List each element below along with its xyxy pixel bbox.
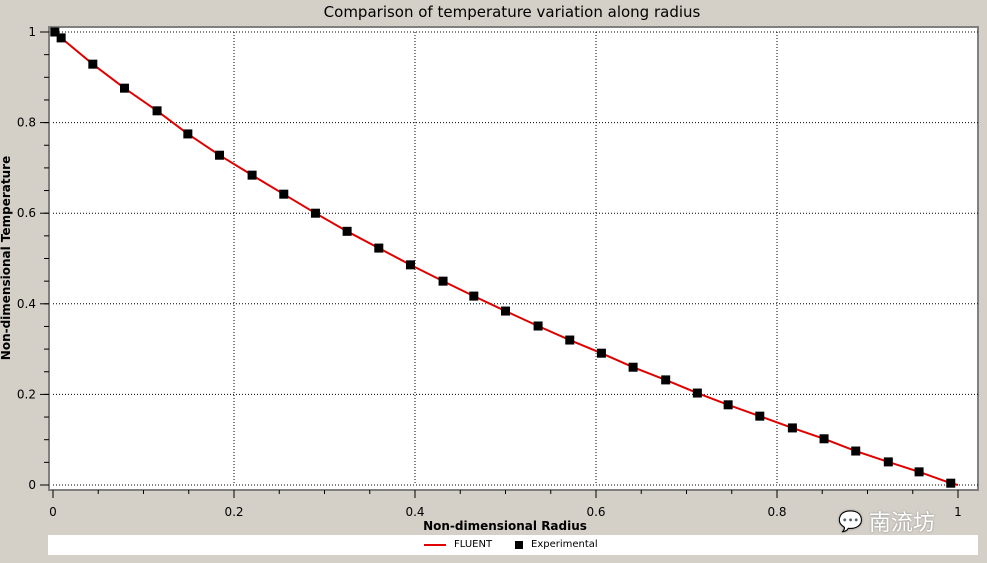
wechat-icon: 💬 bbox=[838, 509, 863, 533]
legend-item-experimental: Experimental bbox=[515, 539, 598, 550]
experimental-point bbox=[946, 478, 956, 488]
plot-area bbox=[48, 26, 979, 491]
experimental-point bbox=[628, 362, 638, 372]
x-tick-label: 0.6 bbox=[586, 505, 605, 519]
legend-label: Experimental bbox=[531, 539, 598, 550]
experimental-point bbox=[56, 33, 66, 43]
legend-line-swatch bbox=[424, 543, 446, 546]
experimental-point bbox=[469, 291, 479, 301]
x-tick-label: 0.4 bbox=[405, 505, 424, 519]
experimental-point bbox=[50, 27, 60, 37]
x-tick-label: 0 bbox=[49, 505, 57, 519]
experimental-point bbox=[247, 170, 257, 180]
experimental-point bbox=[342, 226, 352, 236]
experimental-point bbox=[438, 276, 448, 286]
x-axis-label: Non-dimensional Radius bbox=[423, 519, 587, 533]
y-tick-label: 0.8 bbox=[17, 116, 36, 130]
watermark: 💬 南流坊 bbox=[838, 505, 935, 537]
watermark-text: 南流坊 bbox=[868, 511, 935, 536]
experimental-point bbox=[596, 348, 606, 358]
experimental-point bbox=[851, 446, 861, 456]
experimental-point bbox=[914, 467, 924, 477]
experimental-point bbox=[88, 59, 98, 69]
y-tick-label: 0.2 bbox=[17, 387, 36, 401]
experimental-point bbox=[755, 411, 765, 421]
y-axis-label: Non-dimensional Temperature bbox=[0, 156, 13, 360]
experimental-point bbox=[787, 423, 797, 433]
experimental-point bbox=[405, 260, 415, 270]
y-tick-label: 0.4 bbox=[17, 297, 36, 311]
experimental-point bbox=[692, 388, 702, 398]
chart-title: Comparison of temperature variation alon… bbox=[323, 3, 701, 21]
experimental-point bbox=[152, 106, 162, 116]
y-tick-label: 1 bbox=[28, 25, 36, 39]
y-tick-label: 0.6 bbox=[17, 206, 36, 220]
experimental-point bbox=[661, 375, 671, 385]
x-tick-label: 1 bbox=[954, 505, 962, 519]
legend-item-fluent: FLUENT bbox=[424, 539, 492, 550]
experimental-point bbox=[819, 434, 829, 444]
y-tick-label: 0 bbox=[28, 478, 36, 492]
legend-square-swatch bbox=[515, 540, 523, 549]
experimental-point bbox=[565, 335, 575, 345]
legend: FLUENT Experimental bbox=[48, 535, 978, 555]
experimental-point bbox=[501, 306, 510, 316]
experimental-point bbox=[310, 208, 320, 218]
experimental-point bbox=[883, 457, 893, 467]
experimental-point bbox=[279, 189, 289, 199]
legend-label: FLUENT bbox=[454, 539, 493, 550]
experimental-point bbox=[723, 400, 733, 410]
experimental-point bbox=[374, 243, 384, 253]
experimental-point bbox=[183, 129, 193, 139]
experimental-point bbox=[119, 83, 129, 93]
experimental-point bbox=[533, 321, 543, 331]
x-tick-label: 0.2 bbox=[224, 505, 243, 519]
x-tick-label: 0.8 bbox=[767, 505, 786, 519]
experimental-point bbox=[215, 150, 225, 160]
